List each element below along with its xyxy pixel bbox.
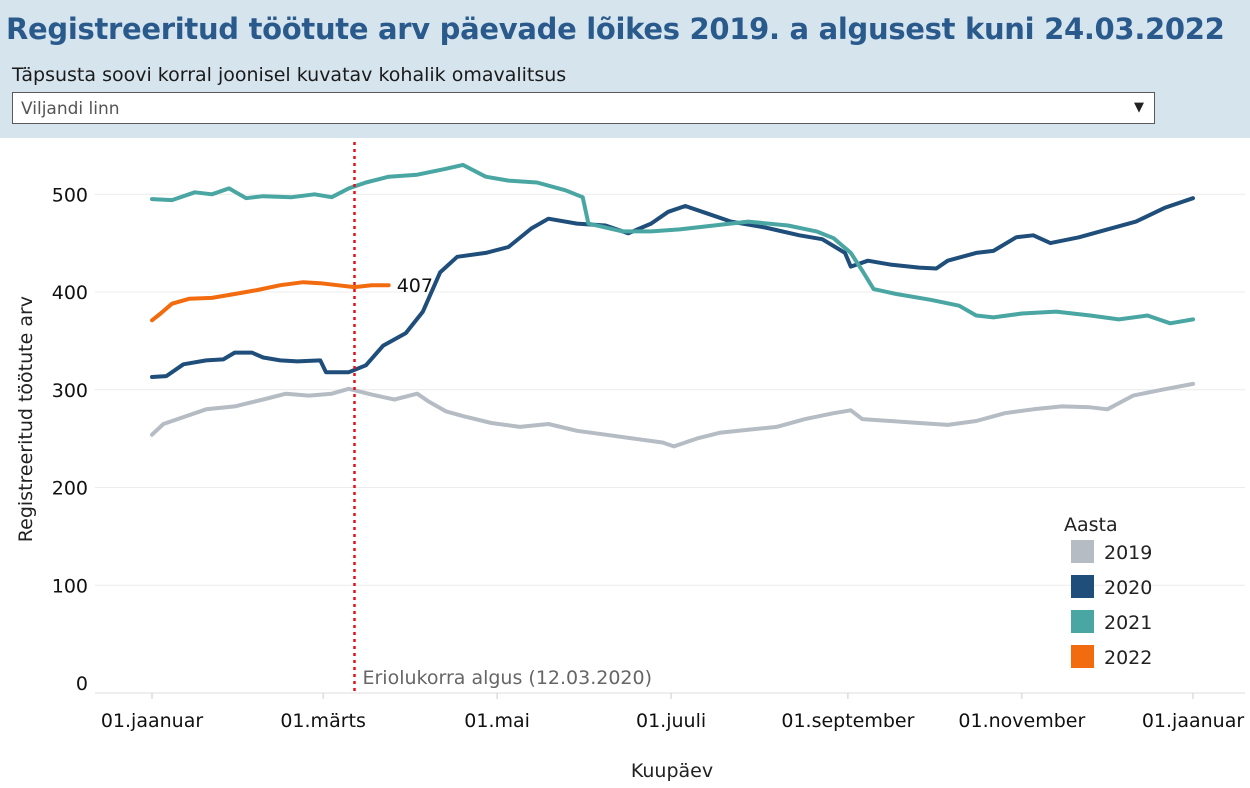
y-tick-label: 400 xyxy=(52,282,88,304)
x-tick-label: 01.jaanuar xyxy=(1142,710,1245,732)
y-tick-label: 200 xyxy=(52,478,88,500)
legend: Aasta 2019 2020 2021 2022 xyxy=(1064,514,1152,669)
legend-label-2019: 2019 xyxy=(1104,542,1152,564)
municipality-dropdown[interactable]: Viljandi linn ▼ xyxy=(12,92,1155,124)
header-panel: Registreeritud töötute arv päevade lõike… xyxy=(0,0,1250,138)
series-2022-end-label: 407 xyxy=(397,275,433,297)
x-tick-label: 01.november xyxy=(958,710,1085,732)
legend-title: Aasta xyxy=(1064,514,1118,536)
series-line-2022 xyxy=(150,280,391,323)
series-line-2020 xyxy=(150,196,1195,379)
legend-swatch-2021 xyxy=(1071,610,1094,633)
municipality-dropdown-value: Viljandi linn xyxy=(21,99,120,119)
series-line-2019 xyxy=(150,381,1195,449)
y-tick-label: 500 xyxy=(52,184,88,206)
emergency-start-label: Eriolukorra algus (12.03.2020) xyxy=(362,667,652,689)
x-axis-ticks: 01.jaanuar 01.märts 01.mai 01.juuli 01.septe… xyxy=(101,693,1245,732)
x-tick-label: 01.märts xyxy=(280,710,366,732)
page-title: Registreeritud töötute arv päevade lõike… xyxy=(6,12,1225,46)
legend-swatch-2022 xyxy=(1071,645,1094,668)
y-tick-label: 0 xyxy=(76,673,88,695)
x-tick-label: 01.juuli xyxy=(636,710,706,732)
x-axis-title: Kuupäev xyxy=(631,760,713,782)
line-chart: 0 100 200 300 400 500 01.jaanuar 01.märts 01.ma… xyxy=(15,142,1245,782)
y-axis-ticks: 0 100 200 300 400 500 xyxy=(52,184,88,695)
legend-label-2020: 2020 xyxy=(1104,577,1152,599)
legend-label-2021: 2021 xyxy=(1104,612,1152,634)
series-lines xyxy=(150,162,1195,449)
y-tick-label: 100 xyxy=(52,575,88,597)
x-tick-label: 01.mai xyxy=(464,710,530,732)
y-axis-title: Registreeritud töötute arv xyxy=(15,296,37,542)
caret-down-icon[interactable]: ▼ xyxy=(1134,100,1144,115)
x-tick-label: 01.september xyxy=(781,710,914,732)
gridlines xyxy=(95,193,1245,586)
legend-label-2022: 2022 xyxy=(1104,647,1152,669)
filter-label: Täpsusta soovi korral joonisel kuvatav k… xyxy=(12,64,567,86)
legend-swatch-2020 xyxy=(1071,575,1094,598)
legend-swatch-2019 xyxy=(1071,540,1094,563)
series-line-2021 xyxy=(150,162,1195,326)
y-tick-label: 300 xyxy=(52,380,88,402)
x-tick-label: 01.jaanuar xyxy=(101,710,204,732)
